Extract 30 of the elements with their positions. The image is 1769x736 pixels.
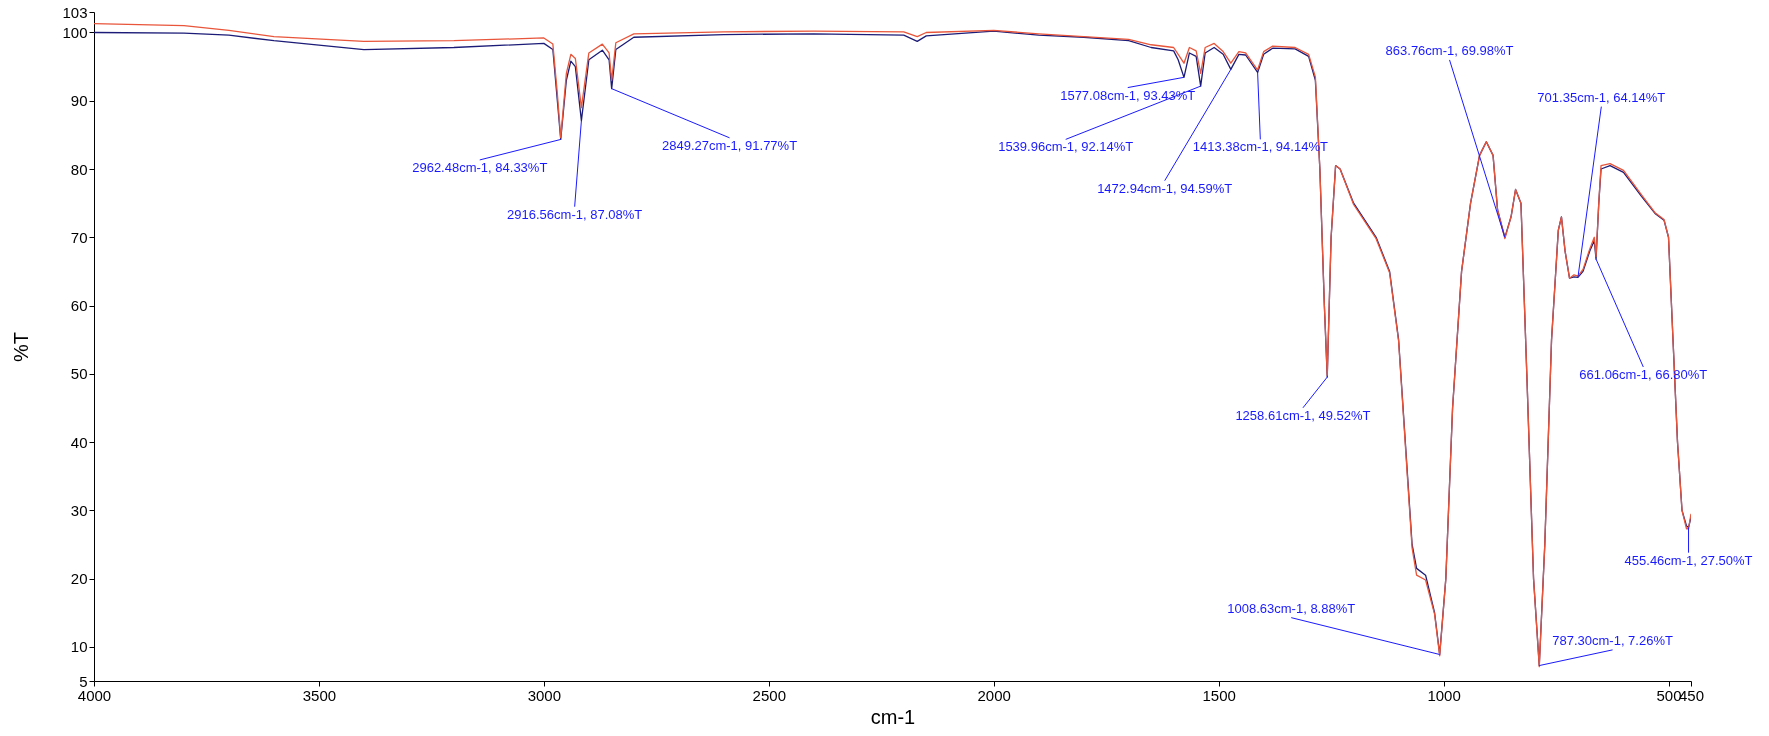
x-tick-label: 2500 xyxy=(752,686,786,704)
annotation: 2849.27cm-1, 91.77%T xyxy=(661,137,798,153)
y-tick-label: 90 xyxy=(70,92,88,110)
annotation: 787.30cm-1, 7.26%T xyxy=(1552,632,1673,648)
y-tick-label: 100 xyxy=(62,23,88,41)
annotation: 1472.94cm-1, 94.59%T xyxy=(1097,180,1233,196)
y-tick-label: 10 xyxy=(70,638,88,656)
annotation: 1258.61cm-1, 49.52%T xyxy=(1235,407,1371,423)
y-tick-label: 30 xyxy=(70,501,88,519)
x-tick-label: 3000 xyxy=(527,686,562,704)
annotation: 1008.63cm-1, 8.88%T xyxy=(1227,600,1356,616)
annotation: 1539.96cm-1, 92.14%T xyxy=(998,139,1134,155)
y-axis-title: %T xyxy=(10,332,33,362)
annotation: 2962.48cm-1, 84.33%T xyxy=(412,159,548,175)
x-tick-label: 1500 xyxy=(1202,686,1236,704)
annotation: 455.46cm-1, 27.50%T xyxy=(1624,552,1753,568)
annotation: 863.76cm-1, 69.98%T xyxy=(1385,42,1514,58)
y-tick-label: 103 xyxy=(62,3,88,21)
y-tick-label: 80 xyxy=(70,160,88,178)
y-tick-label: 70 xyxy=(70,228,88,246)
y-tick-label: 40 xyxy=(70,433,88,451)
x-tick-label: 1000 xyxy=(1427,686,1461,704)
y-tick-label: 60 xyxy=(70,297,88,315)
x-tick-label: 3500 xyxy=(302,686,337,704)
annotation: 701.35cm-1, 64.14%T xyxy=(1537,89,1666,105)
annotation: 2916.56cm-1, 87.08%T xyxy=(507,206,643,222)
y-tick-label: 50 xyxy=(70,365,88,383)
x-axis-title: cm-1 xyxy=(870,705,916,728)
y-tick-label: 20 xyxy=(70,570,88,588)
x-tick-label: 2000 xyxy=(977,686,1011,704)
